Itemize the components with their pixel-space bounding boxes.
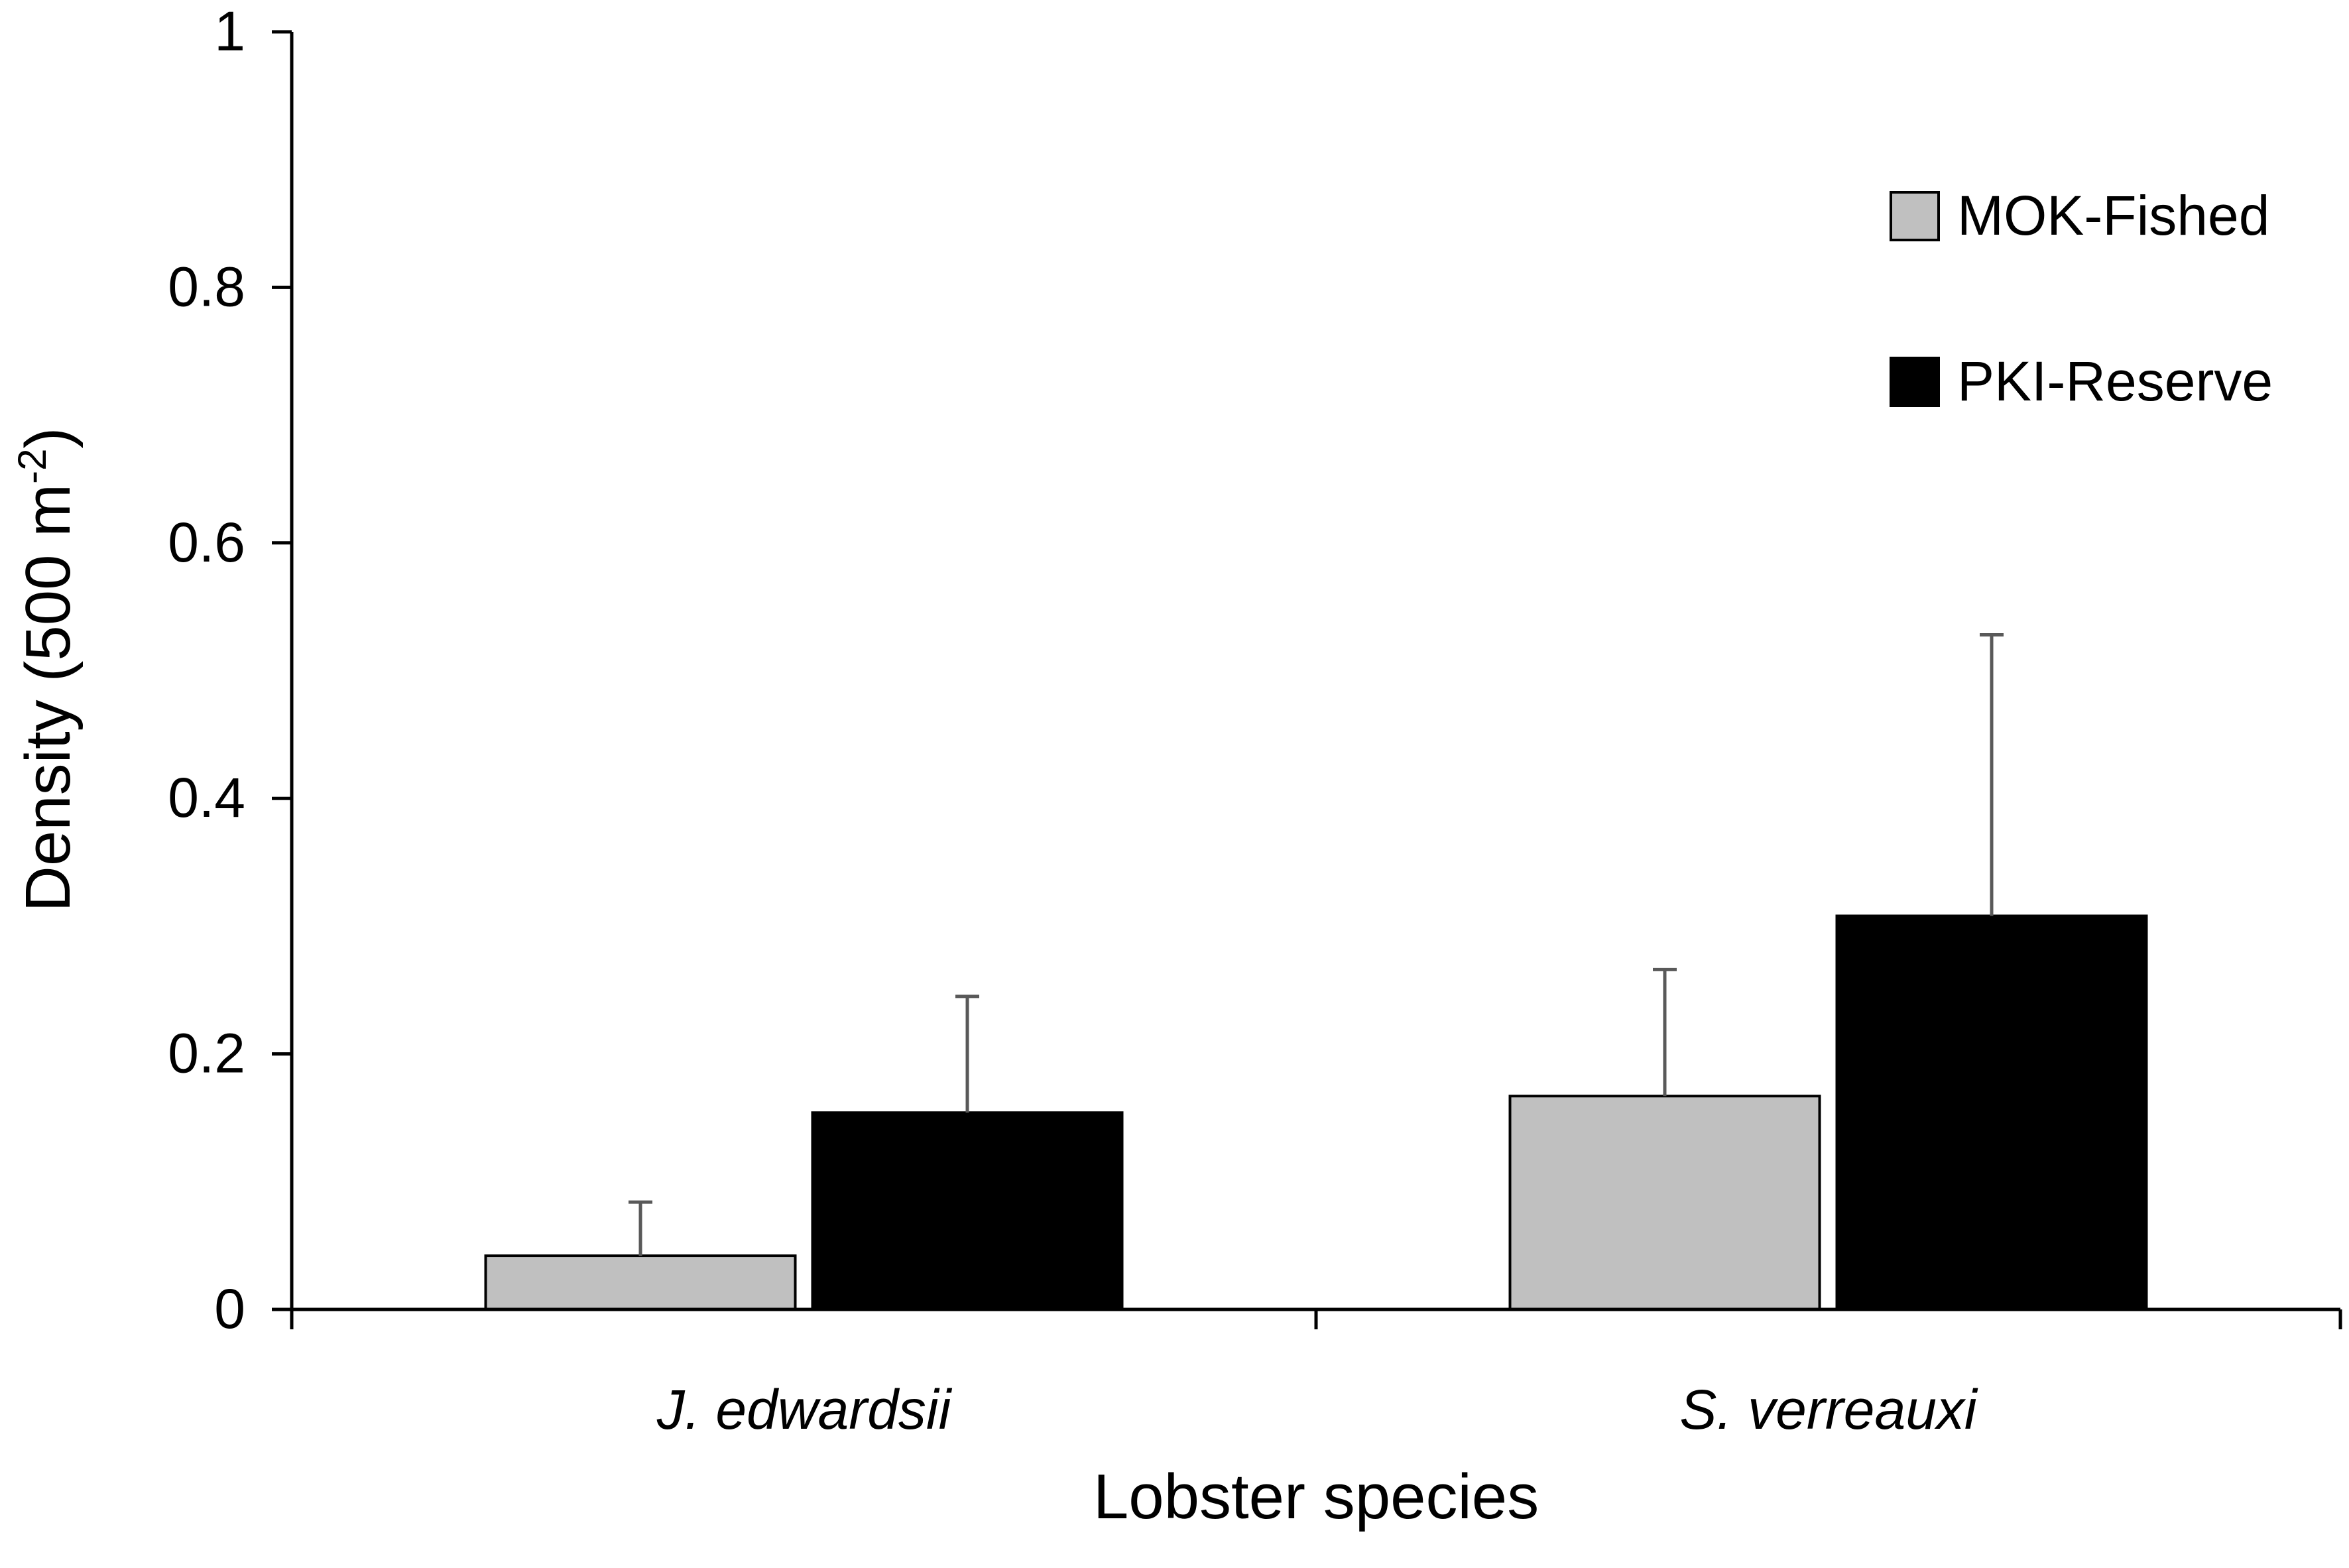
x-category-labels: J. edwardsii S. verreauxi xyxy=(656,1378,1978,1441)
y-axis-title: Density (500 m-2) xyxy=(10,428,84,912)
y-tick-label: 0.6 xyxy=(168,511,245,573)
x-category-label: J. edwardsii xyxy=(656,1378,953,1441)
x-category-label: S. verreauxi xyxy=(1679,1378,1978,1441)
error-bars xyxy=(629,633,2004,1256)
bar xyxy=(811,1111,1124,1311)
bars xyxy=(484,914,2148,1311)
axes xyxy=(272,30,2342,1329)
bar xyxy=(484,1254,797,1311)
bar xyxy=(1835,914,2148,1311)
legend-swatch xyxy=(1890,357,1940,407)
legend: MOK-Fished PKI-Reserve xyxy=(1890,184,2273,412)
legend-label: MOK-Fished xyxy=(1957,184,2269,247)
y-tick-label: 1 xyxy=(214,0,245,62)
y-axis-title-superscript: -2 xyxy=(10,449,54,484)
y-axis-title-main: Density (500 m xyxy=(13,484,84,912)
x-axis-title: Lobster species xyxy=(1093,1461,1539,1532)
legend-swatch xyxy=(1890,191,1940,241)
y-tick-label: 0.4 xyxy=(168,766,245,829)
y-tick-label: 0.2 xyxy=(168,1022,245,1085)
y-tick-label: 0.8 xyxy=(168,255,245,318)
bar xyxy=(1508,1095,1821,1311)
y-axis-title-close: ) xyxy=(13,428,84,449)
y-tick-label: 0 xyxy=(214,1278,245,1340)
y-tick-labels: 0 0.2 0.4 0.6 0.8 1 xyxy=(168,0,245,1340)
legend-label: PKI-Reserve xyxy=(1957,350,2273,412)
